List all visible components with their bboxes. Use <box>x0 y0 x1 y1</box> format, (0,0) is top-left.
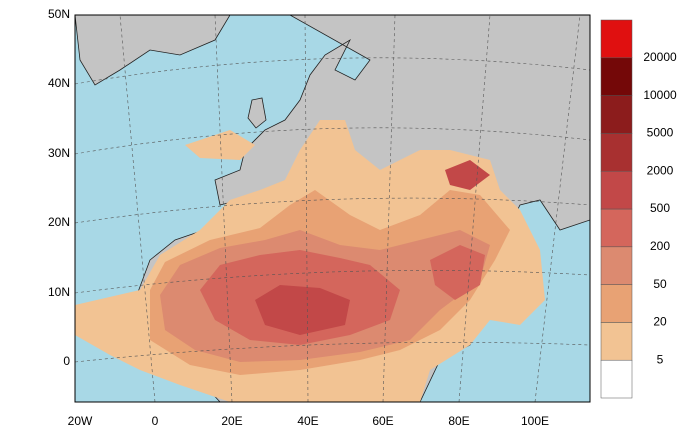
colorbar-label: 5 <box>657 352 664 366</box>
lat-label: 50N <box>48 7 70 21</box>
lon-label: 0 <box>152 414 159 428</box>
lon-label: 80E <box>448 414 469 428</box>
map-area <box>75 15 590 402</box>
lon-label: 20W <box>68 414 93 428</box>
colorbar-label: 5000 <box>647 126 674 140</box>
lat-label: 40N <box>48 76 70 90</box>
colorbar-label: 50 <box>653 277 667 291</box>
dust-region <box>185 130 255 160</box>
lon-label: 60E <box>372 414 393 428</box>
colorbar-box <box>600 133 633 172</box>
colorbar-label: 20 <box>653 315 667 329</box>
colorbar-label: 20000 <box>643 50 677 64</box>
colorbar-label: 200 <box>650 239 670 253</box>
dust-region <box>445 160 490 190</box>
colorbar-box <box>600 284 633 323</box>
colorbar-box <box>600 19 633 59</box>
colorbar-box <box>600 95 633 134</box>
colorbar-label: 2000 <box>647 163 674 177</box>
lat-labels: 50N 40N 30N 20N 10N 0 <box>48 7 70 368</box>
colorbar-box <box>600 322 633 361</box>
lat-label: 30N <box>48 146 70 160</box>
lat-label: 20N <box>48 215 70 229</box>
colorbar-box <box>600 170 633 210</box>
map-frame <box>74 14 591 403</box>
colorbar-label: 500 <box>650 201 670 215</box>
graticule <box>75 15 590 402</box>
lat-label: 10N <box>48 285 70 299</box>
lon-labels: 20W 0 20E 40E 60E 80E 100E <box>68 414 549 428</box>
lon-label: 40E <box>297 414 318 428</box>
dust-region <box>430 245 485 300</box>
colorbar-box <box>600 208 633 248</box>
colorbar: 5 20 50 200 500 2000 5000 10000 20000 <box>600 19 677 399</box>
lat-label: 0 <box>63 354 70 368</box>
lon-label: 20E <box>221 414 242 428</box>
lon-label: 100E <box>521 414 549 428</box>
greenland <box>75 15 231 86</box>
colorbar-box <box>600 57 633 96</box>
dust-region <box>255 285 350 335</box>
colorbar-label: 10000 <box>643 88 677 102</box>
uk <box>247 97 267 129</box>
colorbar-box <box>600 246 633 285</box>
colorbar-box <box>600 359 633 399</box>
